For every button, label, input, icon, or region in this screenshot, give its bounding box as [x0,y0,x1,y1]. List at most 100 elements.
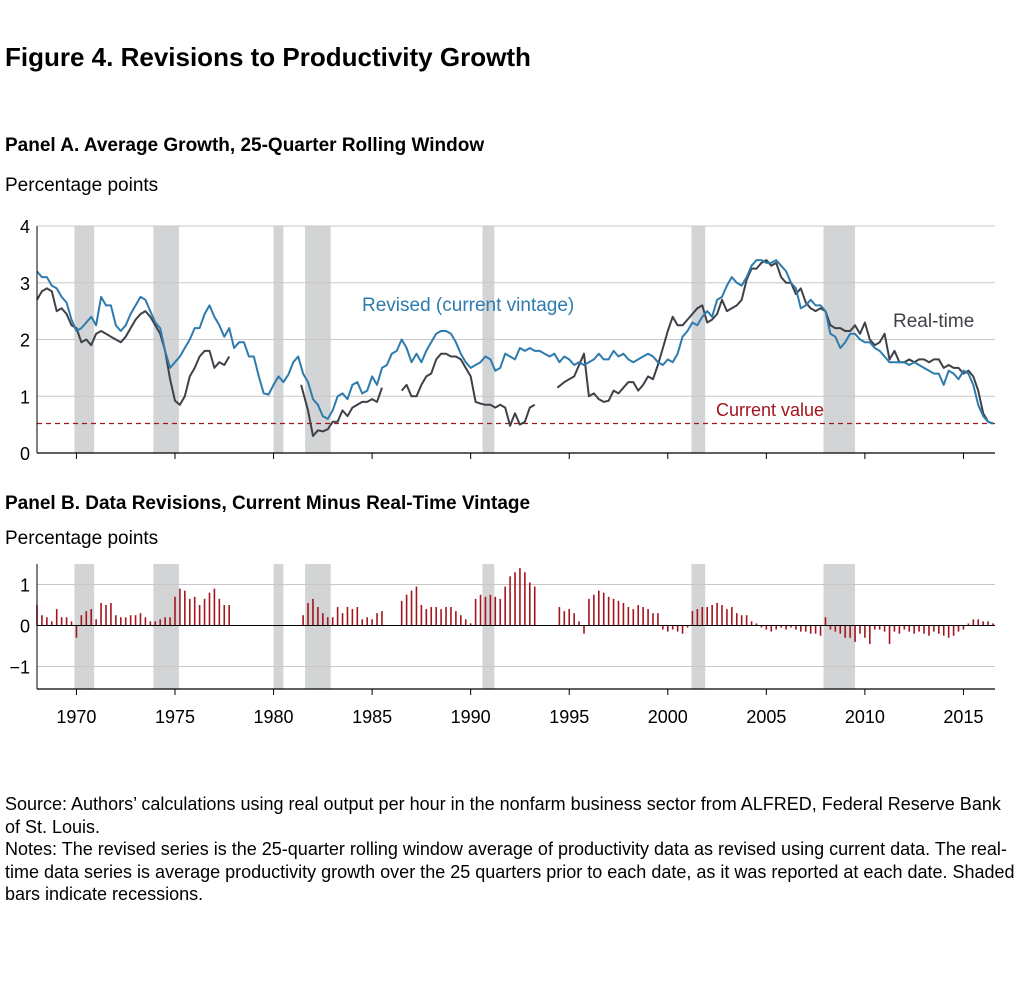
revision-bar [346,607,349,626]
revision-bar [814,625,817,634]
panel-a-chart: 0 1 2 3 4 Current value Revised (current vinta… [20,217,995,464]
notes-text: Notes: The revised series is the 25-quar… [5,839,1015,904]
revision-bar [795,625,797,630]
revision-bar [528,582,531,626]
revision-bar [317,607,319,626]
revision-bar [647,609,649,626]
revision-bar [662,625,664,630]
realtime-series-line [36,287,231,406]
revision-bar [524,572,526,626]
revision-bar [992,623,994,626]
revision-bar [706,607,709,626]
revision-bar [755,623,758,626]
revision-bar [563,611,566,626]
revision-bar [425,609,428,626]
revision-bar [632,609,635,626]
revision-bar [583,625,585,634]
revision-bar [972,619,975,626]
revision-bar [100,602,102,626]
revised-series-label: Revised (current vintage) [362,295,574,316]
panel-b-recession-bar [74,564,95,689]
revision-bar [918,625,920,632]
revision-bar [75,625,78,638]
panel-b-xtick-label: 1990 [451,707,491,727]
revision-bar [331,617,334,626]
revision-bar [188,598,191,626]
revision-bar [85,611,88,626]
revision-bar [302,615,304,626]
panel-b-xtick-label: 2015 [943,707,983,727]
revision-bar [405,594,408,626]
revision-bar [864,625,866,638]
revision-bar [878,625,881,630]
panel-a-ytick-label: 3 [20,274,30,294]
revision-bar [322,613,324,626]
panel-b-xtick-label: 1985 [352,707,392,727]
revision-bar [381,611,383,626]
revision-bar [95,619,97,626]
revision-bar [957,625,960,632]
revision-bar [134,615,137,626]
revision-bar [731,607,733,626]
revision-bar [50,621,53,626]
revision-bar [735,613,738,626]
revision-bar [617,600,620,626]
revision-bar [800,625,802,632]
panel-a-ytick-label: 0 [20,444,30,464]
realtime-series-line [400,352,536,427]
revision-bar [198,604,201,626]
panel-a-ytick-label: 2 [20,331,30,351]
panel-a-title: Panel A. Average Growth, 25-Quarter Roll… [5,135,485,156]
revision-bar [859,625,861,634]
revision-bar [834,625,837,632]
panel-b-recession-bar [305,564,331,689]
panel-b-xtick-label: 1995 [549,707,589,727]
revision-bar [681,625,684,634]
panel-b-xtick-label: 1980 [254,707,294,727]
revision-bar [913,625,915,634]
revision-bar [376,613,378,626]
revision-bar [676,625,679,632]
panel-b-xtick-label: 1970 [56,707,96,727]
revision-bar [701,607,704,626]
revision-bar [366,617,368,626]
revision-bar [450,607,452,626]
revision-bar [149,621,152,626]
revision-bar [775,625,777,630]
revision-bar [341,613,344,626]
revision-bar [469,623,472,626]
panel-b-ytick-label: 1 [20,575,30,595]
revision-bar [159,619,161,626]
revision-bar [952,625,955,636]
revision-bar [494,596,497,626]
panel-b-ytick-label: 0 [20,616,30,636]
revision-bar [770,625,773,632]
revision-bar [804,625,807,632]
panel-b-recession-bar [482,564,495,689]
revision-bar [928,625,930,636]
revision-bar [869,625,871,644]
revision-bar [326,617,329,626]
panel-b-xtick-label: 2010 [845,707,885,727]
revision-bar [164,617,166,626]
revision-bar [420,604,423,626]
revision-bar [479,594,482,626]
revision-bar [765,625,768,630]
revision-bar [119,617,122,626]
revision-bar [888,625,891,644]
revision-bar [336,607,339,626]
revision-bar [504,586,506,626]
revision-bar [218,598,221,626]
revision-bar [514,572,516,626]
revision-bar [760,625,763,628]
revision-bar [716,602,718,626]
revision-bar [110,602,112,626]
panel-b-chart: −1 0 1 1970 1975 1980 1985 1990 1995 2000 2005 2010… [9,564,995,727]
panel-b-xtick-label: 2005 [746,707,786,727]
revision-bar [400,600,403,626]
revision-bar [696,609,699,626]
revision-bar [445,607,447,626]
revision-bar [179,588,181,626]
revision-bar [597,590,600,626]
revision-bar [637,604,640,626]
